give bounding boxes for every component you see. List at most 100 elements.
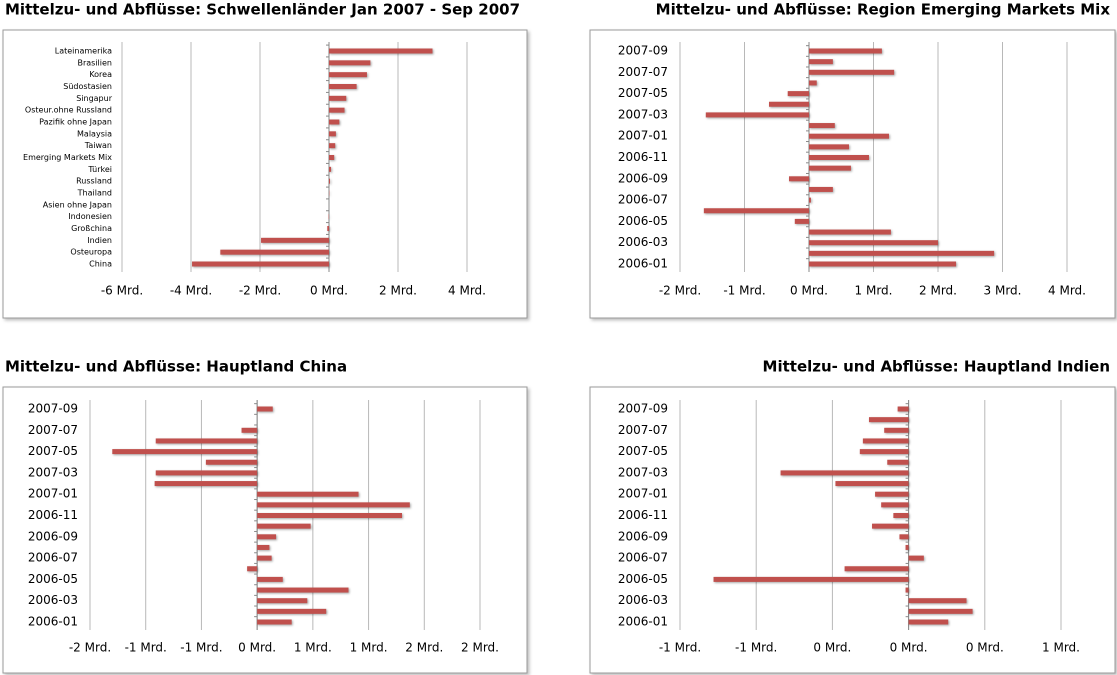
y-tick-label: China — [89, 260, 112, 269]
bar — [257, 534, 277, 540]
x-tick-label: 4 Mrd. — [448, 284, 486, 298]
bar — [261, 237, 329, 243]
bar — [329, 178, 331, 184]
bar — [257, 513, 402, 518]
bar — [787, 91, 809, 97]
y-tick-label: 2006-11 — [618, 508, 668, 522]
y-tick-label: 2007-05 — [28, 444, 78, 458]
bar — [908, 619, 949, 625]
bar — [809, 261, 957, 267]
y-tick-label: 2006-07 — [618, 193, 668, 207]
y-tick-label: Russland — [76, 177, 112, 186]
y-tick-label: 2007-07 — [618, 65, 668, 79]
chart-frame — [2, 29, 528, 319]
bar — [908, 608, 973, 614]
bar — [257, 598, 308, 604]
y-tick-label: Thailand — [77, 189, 112, 198]
y-tick-label: 2006-01 — [618, 615, 668, 629]
bar — [887, 459, 909, 465]
x-tick-label: 0 Mrd. — [966, 641, 1004, 655]
bar — [247, 566, 258, 572]
bar — [905, 544, 909, 550]
bar — [875, 491, 909, 497]
x-tick-label: -4 Mrd. — [170, 284, 212, 298]
y-tick-label: 2007-03 — [618, 465, 668, 479]
y-tick-label: 2006-01 — [618, 257, 668, 271]
bar — [257, 544, 270, 550]
y-tick-label: 2007-07 — [618, 423, 668, 437]
y-tick-label: Pazifik ohne Japan — [39, 118, 112, 127]
bar — [809, 144, 849, 150]
bar — [257, 619, 292, 625]
x-tick-label: -1 Mrd. — [125, 641, 167, 655]
y-tick-label: 2007-05 — [618, 86, 668, 100]
x-tick-label: 0 Mrd. — [813, 641, 851, 655]
bar — [329, 131, 336, 137]
y-tick-label: Malaysia — [77, 129, 112, 138]
bar — [809, 69, 895, 75]
x-tick-label: 0 Mrd. — [890, 641, 928, 655]
bar — [844, 566, 909, 572]
x-tick-label: -1 Mrd. — [180, 641, 222, 655]
y-tick-label: Lateinamerika — [55, 47, 112, 56]
y-tick-label: Türkei — [87, 165, 112, 174]
bar — [908, 598, 967, 604]
y-tick-label: 2006-03 — [618, 235, 668, 249]
y-tick-label: 2007-09 — [28, 402, 78, 416]
x-tick-label: 0 Mrd. — [238, 641, 276, 655]
bar — [899, 534, 909, 540]
chart-frame — [589, 29, 1116, 319]
x-tick-label: 1 Mrd. — [855, 284, 893, 298]
bar — [154, 481, 258, 487]
bar — [329, 95, 347, 101]
x-tick-label: 4 Mrd. — [1048, 284, 1086, 298]
x-tick-label: 2 Mrd. — [379, 284, 417, 298]
bar — [809, 240, 938, 246]
bar — [868, 417, 909, 423]
bar — [257, 608, 327, 614]
bar — [155, 470, 258, 476]
y-tick-label: 2006-09 — [618, 171, 668, 185]
bar — [713, 576, 909, 582]
bar — [809, 48, 882, 54]
y-tick-label: Osteuropa — [70, 248, 112, 257]
bar — [329, 107, 345, 113]
bar — [862, 438, 909, 444]
y-tick-label: 2007-05 — [618, 444, 668, 458]
bar — [809, 133, 889, 139]
bar — [329, 166, 332, 172]
x-tick-label: 3 Mrd. — [984, 284, 1022, 298]
y-tick-label: 2006-01 — [28, 615, 78, 629]
bar — [809, 155, 869, 160]
chart-title: Mittelzu- und Abflüsse: Schwellenländer … — [5, 1, 520, 19]
y-tick-label: 2007-07 — [28, 423, 78, 437]
y-tick-label: 2007-01 — [618, 129, 668, 143]
bar — [329, 84, 357, 89]
bar — [257, 502, 410, 508]
bar — [155, 438, 258, 444]
bar — [769, 101, 809, 107]
bar — [257, 523, 311, 529]
bar — [809, 250, 995, 256]
y-tick-label: Singapur — [76, 94, 113, 103]
y-tick-label: 2007-09 — [618, 402, 668, 416]
x-tick-label: -1 Mrd. — [735, 641, 777, 655]
bar — [329, 119, 340, 125]
y-tick-label: 2007-09 — [618, 44, 668, 58]
bar — [329, 60, 371, 66]
x-tick-label: -2 Mrd. — [239, 284, 281, 298]
y-tick-label: Korea — [89, 70, 112, 79]
x-tick-label: 2 Mrd. — [461, 641, 499, 655]
bar — [809, 80, 817, 86]
y-tick-label: 2006-09 — [28, 529, 78, 543]
y-tick-label: 2007-01 — [28, 487, 78, 501]
bar — [809, 165, 851, 171]
bar — [809, 59, 833, 65]
bar — [908, 555, 924, 561]
y-tick-label: Großchina — [71, 224, 112, 233]
x-tick-label: -2 Mrd. — [659, 284, 701, 298]
y-tick-label: Asien ohne Japan — [43, 200, 112, 209]
y-tick-label: Osteur.ohne Russland — [25, 106, 112, 115]
bar — [112, 449, 258, 455]
